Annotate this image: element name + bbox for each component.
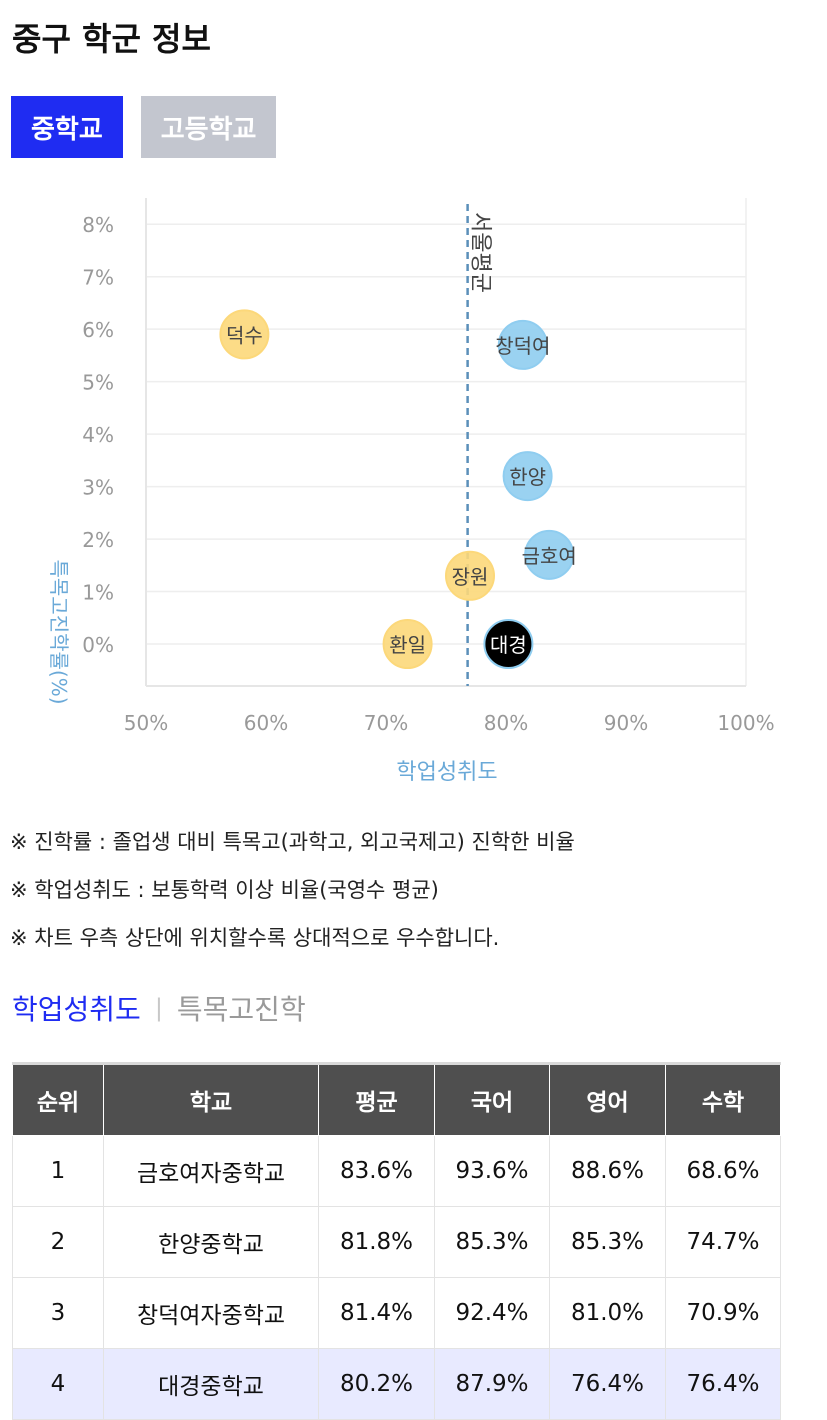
cell-rank: 4	[12, 1348, 104, 1420]
y-tick-label: 3%	[82, 476, 114, 500]
table-row-highlighted: 4 대경중학교 80.2% 87.9% 76.4% 76.4%	[12, 1348, 781, 1420]
cell-math: 70.9%	[665, 1277, 781, 1349]
x-tick-label: 70%	[364, 711, 408, 735]
y-tick-label: 6%	[82, 318, 114, 342]
data-point	[483, 619, 534, 670]
cell-average: 83.6%	[318, 1135, 435, 1207]
cell-korean: 92.4%	[434, 1277, 550, 1349]
note-achievement: ※ 학업성취도 : 보통학력 이상 비율(국영수 평균)	[10, 878, 439, 902]
data-point	[524, 529, 575, 580]
y-tick-label: 8%	[82, 213, 114, 237]
cell-rank: 2	[12, 1206, 104, 1278]
cell-korean: 87.9%	[434, 1348, 550, 1420]
cell-math: 76.4%	[665, 1348, 781, 1420]
cell-school: 대경중학교	[103, 1348, 319, 1420]
cell-korean: 85.3%	[434, 1206, 550, 1278]
data-point	[219, 309, 270, 360]
cell-school: 한양중학교	[103, 1206, 319, 1278]
data-point	[502, 451, 553, 502]
note-position: ※ 차트 우측 상단에 위치할수록 상대적으로 우수합니다.	[10, 926, 500, 950]
col-math: 수학	[665, 1062, 781, 1136]
data-point-label: 환일	[389, 633, 426, 657]
scatter-chart: 0% 1% 2% 3% 4% 5% 6% 7% 8% 50% 60% 70% 80% 90% 100% 서울…	[47, 198, 775, 785]
data-point-label: 금호여	[522, 544, 577, 568]
data-point-label: 덕수	[226, 323, 263, 347]
x-tick-label: 60%	[244, 711, 288, 735]
x-axis-label: 학업성취도	[396, 760, 497, 785]
x-tick-label: 80%	[484, 711, 528, 735]
col-english: 영어	[549, 1062, 666, 1136]
table-row: 3 창덕여자중학교 81.4% 92.4% 81.0% 70.9%	[12, 1277, 781, 1349]
x-tick-label: 90%	[604, 711, 648, 735]
cell-school: 창덕여자중학교	[103, 1277, 319, 1349]
cell-average: 81.8%	[318, 1206, 435, 1278]
col-korean: 국어	[434, 1062, 550, 1136]
cell-math: 74.7%	[665, 1206, 781, 1278]
col-rank: 순위	[12, 1062, 104, 1136]
cell-english: 88.6%	[549, 1135, 666, 1207]
y-tick-label: 4%	[82, 423, 114, 447]
school-level-tabs: 중학교 고등학교	[11, 96, 277, 158]
page-title: 중구 학군 정보	[12, 20, 211, 58]
col-school: 학교	[103, 1062, 319, 1136]
y-tick-label: 5%	[82, 371, 114, 395]
x-tick-label: 50%	[124, 711, 168, 735]
subtab-separator: |	[154, 994, 163, 1022]
y-tick-label: 0%	[82, 633, 114, 657]
data-point-label: 창덕여	[495, 334, 550, 358]
cell-english: 85.3%	[549, 1206, 666, 1278]
y-tick-label: 2%	[82, 528, 114, 552]
cell-korean: 93.6%	[434, 1135, 550, 1207]
data-point-label: 한양	[509, 465, 546, 489]
note-advancement-rate: ※ 진학률 : 졸업생 대비 특목고(과학고, 외고국제고) 진학한 비율	[10, 830, 575, 854]
chart-notes: ※ 진학률 : 졸업생 대비 특목고(과학고, 외고국제고) 진학한 비율 ※ …	[10, 822, 575, 966]
data-point	[382, 619, 433, 670]
reference-line-label: 서울평균	[468, 212, 493, 293]
cell-average: 80.2%	[318, 1348, 435, 1420]
cell-rank: 3	[12, 1277, 104, 1349]
tab-middle-school[interactable]: 중학교	[11, 96, 123, 158]
cell-math: 68.6%	[665, 1135, 781, 1207]
data-point	[497, 319, 548, 370]
ranking-subtabs: 학업성취도 | 특목고진학	[12, 988, 306, 1028]
data-point	[445, 550, 495, 601]
subtab-special-school[interactable]: 특목고진학	[176, 993, 306, 1026]
y-tick-label: 1%	[82, 581, 114, 605]
x-tick-label: 100%	[717, 711, 774, 735]
cell-rank: 1	[12, 1135, 104, 1207]
chart-grid	[146, 198, 747, 686]
ranking-table: 순위 학교 평균 국어 영어 수학 1 금호여자중학교 83.6% 93.6% …	[12, 1062, 781, 1420]
y-axis-label: 특목고진학률(%)	[47, 559, 71, 704]
tab-high-school[interactable]: 고등학교	[140, 96, 277, 158]
cell-school: 금호여자중학교	[103, 1135, 319, 1207]
cell-english: 81.0%	[549, 1277, 666, 1349]
chart-axes: 0% 1% 2% 3% 4% 5% 6% 7% 8% 50% 60% 70% 80% 90% 100%	[82, 198, 775, 735]
table-row: 2 한양중학교 81.8% 85.3% 85.3% 74.7%	[12, 1206, 781, 1278]
data-point-label: 장원	[452, 565, 489, 589]
table-row: 1 금호여자중학교 83.6% 93.6% 88.6% 68.6%	[12, 1135, 781, 1207]
reference-line-group: 서울평균	[466, 204, 493, 686]
y-tick-label: 7%	[82, 266, 114, 290]
table-header-row: 순위 학교 평균 국어 영어 수학	[12, 1062, 781, 1136]
cell-english: 76.4%	[549, 1348, 666, 1420]
subtab-achievement[interactable]: 학업성취도	[12, 993, 141, 1026]
data-point-label: 대경	[490, 633, 527, 657]
cell-average: 81.4%	[318, 1277, 435, 1349]
col-average: 평균	[318, 1062, 435, 1136]
